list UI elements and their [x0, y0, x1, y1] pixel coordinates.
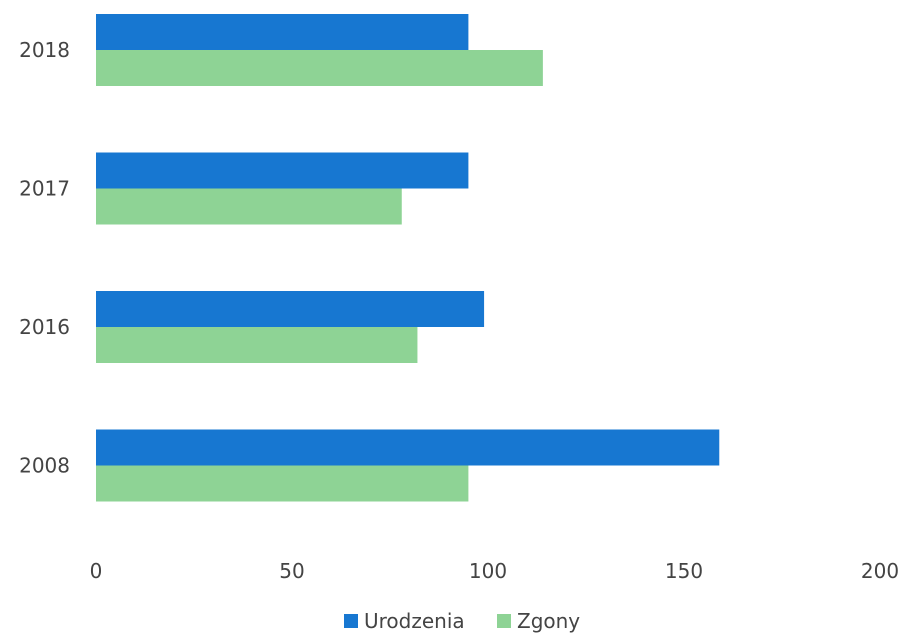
legend-swatch-zgony [497, 614, 511, 628]
bar-urodzenia-2018 [96, 14, 469, 50]
category-label-2016: 2016 [19, 315, 70, 339]
legend-label-zgony: Zgony [517, 609, 580, 633]
x-axis-tick-labels: 0 50 100 150 200 [90, 559, 899, 583]
bar-urodzenia-2017 [96, 152, 469, 189]
x-tick-label-50: 50 [279, 559, 304, 583]
legend-swatch-urodzenia [344, 614, 358, 628]
bar-urodzenia-2008 [96, 429, 720, 466]
legend-label-urodzenia: Urodzenia [364, 609, 465, 633]
category-label-2018: 2018 [19, 38, 70, 62]
bar-zgony-2018 [96, 50, 543, 86]
x-tick-label-0: 0 [90, 559, 103, 583]
bars-group [96, 14, 720, 502]
legend: Urodzenia Zgony [344, 609, 580, 633]
x-tick-label-150: 150 [665, 559, 703, 583]
bar-zgony-2008 [96, 465, 469, 502]
x-tick-label-100: 100 [469, 559, 507, 583]
category-label-2008: 2008 [19, 454, 70, 478]
bar-urodzenia-2016 [96, 291, 485, 327]
bar-zgony-2017 [96, 188, 402, 225]
bar-zgony-2016 [96, 327, 418, 363]
category-labels: 2018 2017 2016 2008 [19, 38, 70, 478]
x-tick-label-200: 200 [861, 559, 899, 583]
category-label-2017: 2017 [19, 177, 70, 201]
